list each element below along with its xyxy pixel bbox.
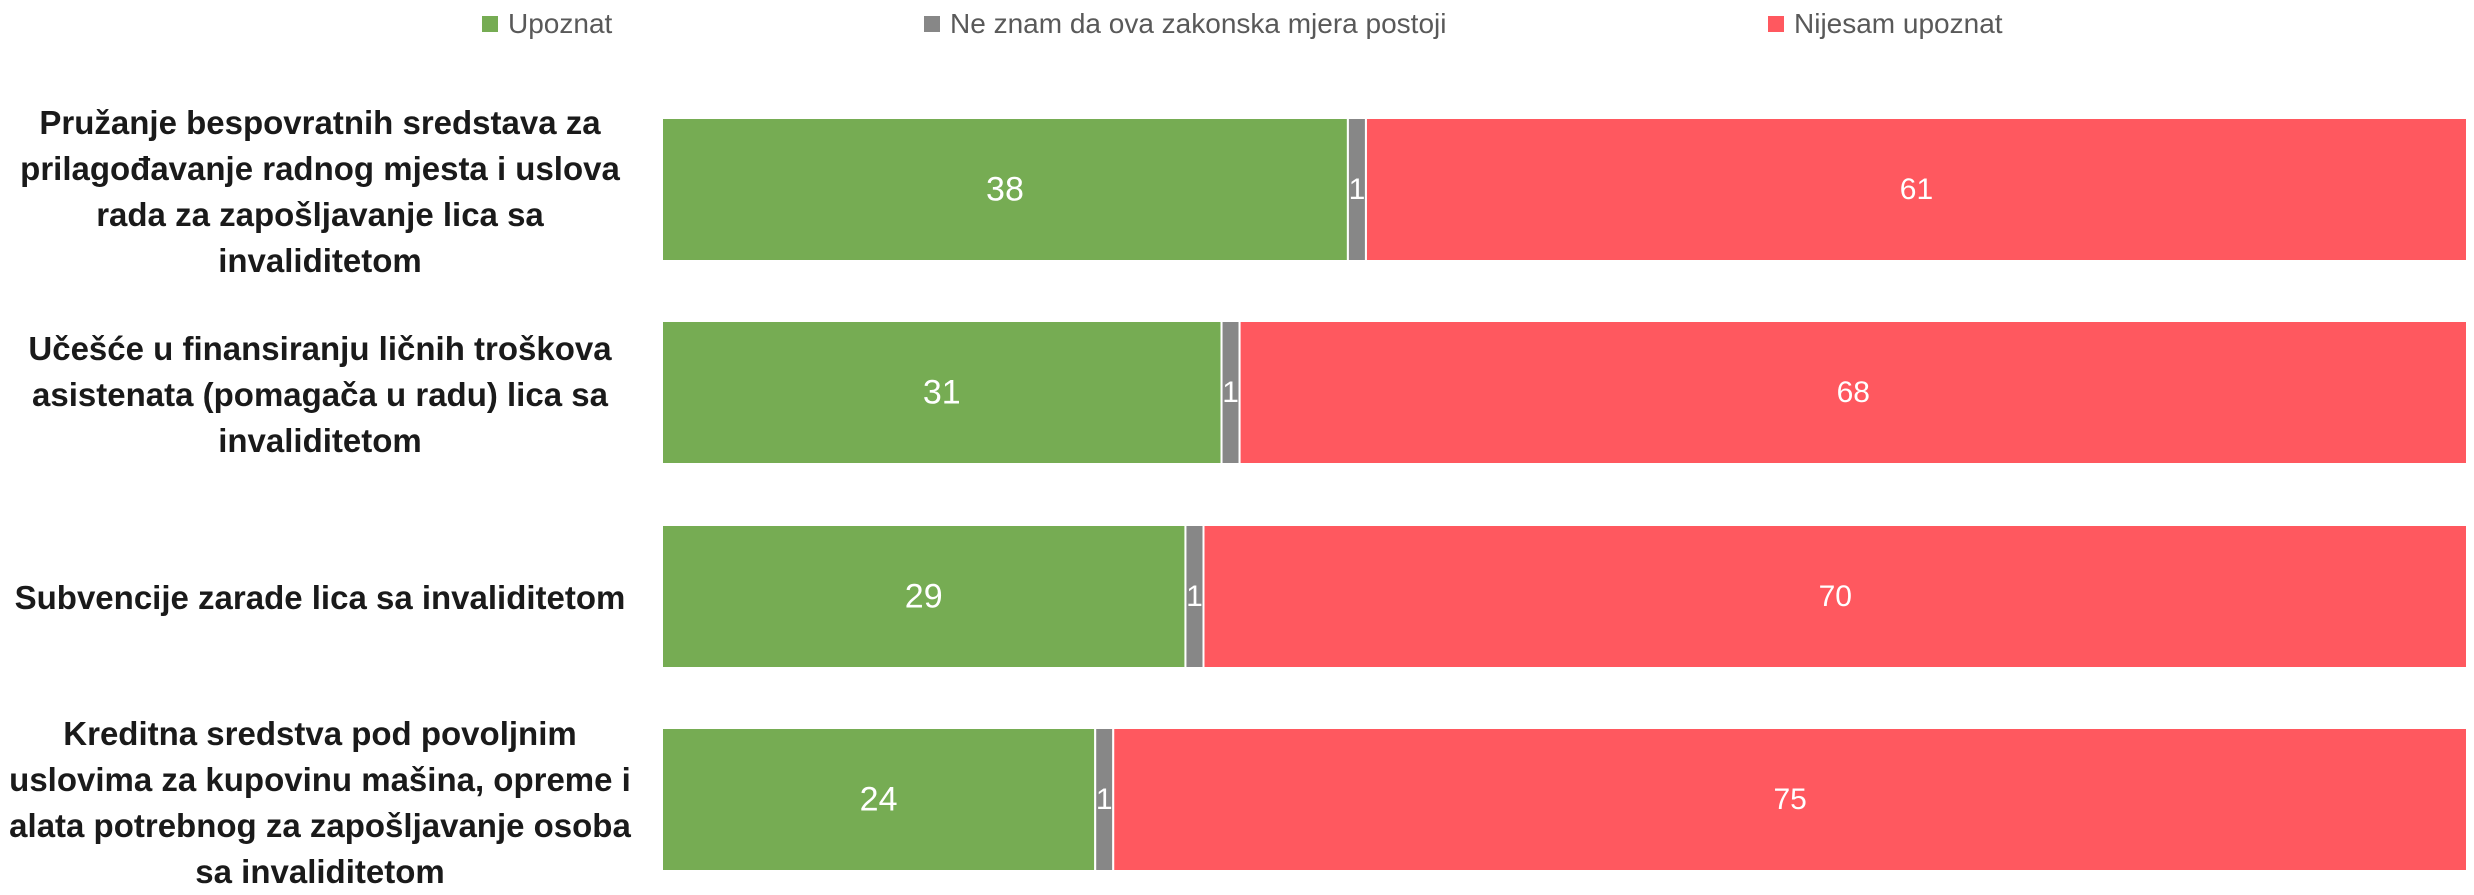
legend-label-ne-znam: Ne znam da ova zakonska mjera postoji [950,8,1447,39]
legend-item-upoznat: Upoznat [482,8,612,40]
data-label-ne-znam-da-ova-zakonska-mjera-postoji-3: 1 [1186,580,1203,613]
legend-swatch-nijesam-upoznat [1768,16,1784,32]
data-label-upoznat-3: 29 [905,578,943,616]
data-label-upoznat-1: 38 [986,171,1024,209]
category-label-3: Subvencije zarade lica sa invaliditetom [14,579,626,616]
data-label-upoznat-2: 31 [923,374,961,412]
bar-upoznat-2 [661,320,1223,465]
legend-label-upoznat: Upoznat [508,8,613,39]
bar-nijesam-upoznat-3 [1202,524,2468,669]
bar-upoznat-4 [661,727,1097,872]
legend-swatch-ne-znam [924,16,940,32]
chart-legend: Upoznat Ne znam da ova zakonska mjera po… [0,0,2474,48]
data-label-nijesam-upoznat-1: 61 [1900,173,1933,206]
bar-nijesam-upoznat-1 [1364,117,2468,262]
data-label-nijesam-upoznat-2: 68 [1837,376,1870,409]
legend-label-nijesam-upoznat: Nijesam upoznat [1794,8,2003,39]
data-label-ne-znam-da-ova-zakonska-mjera-postoji-1: 1 [1349,173,1366,206]
bar-nijesam-upoznat-2 [1238,320,2468,465]
data-label-nijesam-upoznat-4: 75 [1773,783,1806,816]
bar-nijesam-upoznat-4 [1112,727,2468,872]
legend-item-nijesam-upoznat: Nijesam upoznat [1768,8,2003,40]
category-label-4: Kreditna sredstva pod povoljnim uslovima… [9,715,631,890]
bar-upoznat-1 [661,117,1349,262]
legend-swatch-upoznat [482,16,498,32]
data-label-ne-znam-da-ova-zakonska-mjera-postoji-2: 1 [1222,376,1239,409]
data-label-nijesam-upoznat-3: 70 [1819,580,1852,613]
data-label-upoznat-4: 24 [860,781,898,819]
category-label-1: Pružanje bespovratnih sredstava za prila… [20,104,620,279]
data-label-ne-znam-da-ova-zakonska-mjera-postoji-4: 1 [1096,783,1113,816]
category-label-2: Učešće u finansiranju ličnih troškova as… [28,330,612,459]
legend-item-ne-znam: Ne znam da ova zakonska mjera postoji [924,8,1446,40]
